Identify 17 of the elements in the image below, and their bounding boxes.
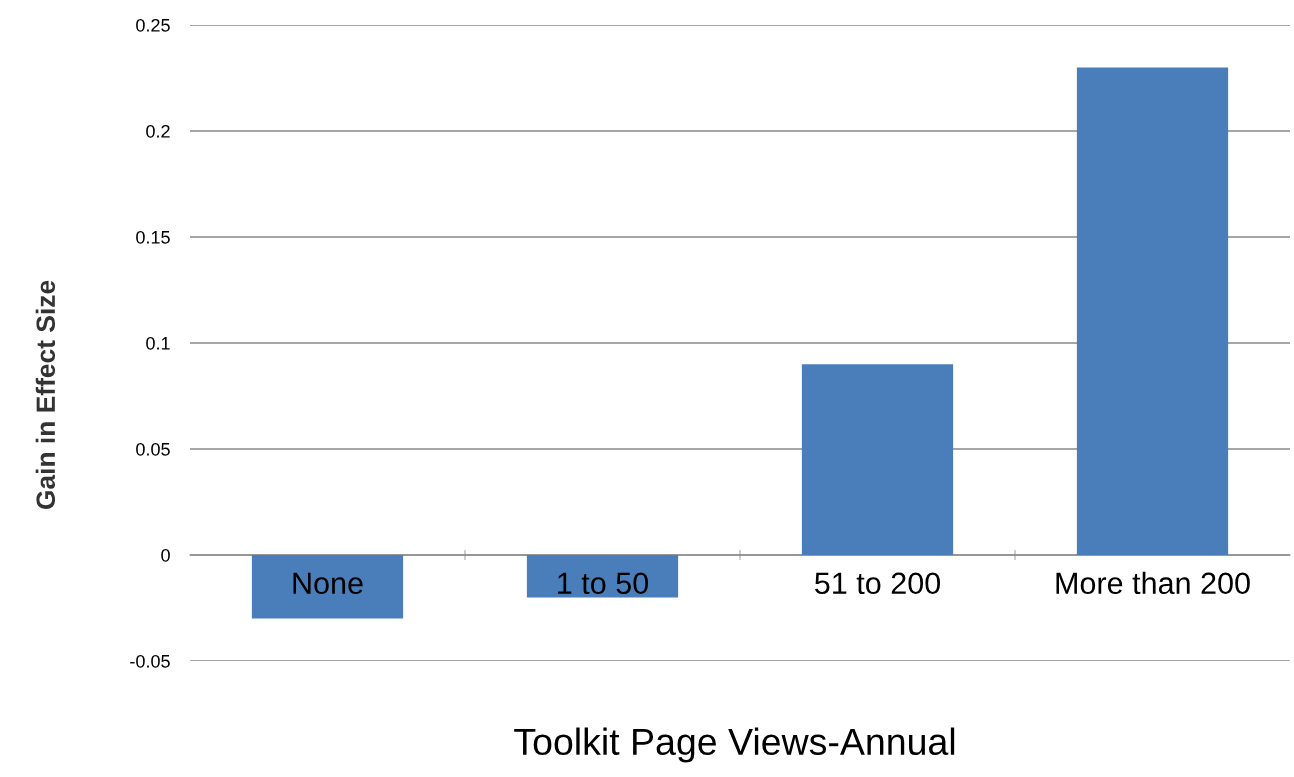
y-tick-label: 0.1	[146, 336, 170, 350]
bar	[251, 555, 404, 619]
y-tick-label: 0.2	[146, 124, 170, 138]
bar	[526, 555, 679, 598]
y-tick-label: 0.05	[136, 442, 170, 456]
x-tick-label: More than 200	[1056, 571, 1250, 595]
y-tick-label: -0.05	[130, 654, 170, 668]
bar	[801, 364, 954, 555]
y-tick-label: 0	[161, 548, 170, 562]
x-tick-label: 1 to 50	[558, 572, 649, 595]
y-tick-label: 0.25	[136, 18, 170, 32]
x-tick-label: 51 to 200	[815, 572, 941, 595]
bar	[1076, 67, 1229, 555]
y-tick-label: 0.15	[136, 230, 170, 244]
x-axis-title: Toolkit Page Views-Annual	[514, 727, 955, 763]
y-axis-title: Gain in Effect Size	[35, 280, 56, 510]
x-tick-label: None	[293, 572, 363, 595]
